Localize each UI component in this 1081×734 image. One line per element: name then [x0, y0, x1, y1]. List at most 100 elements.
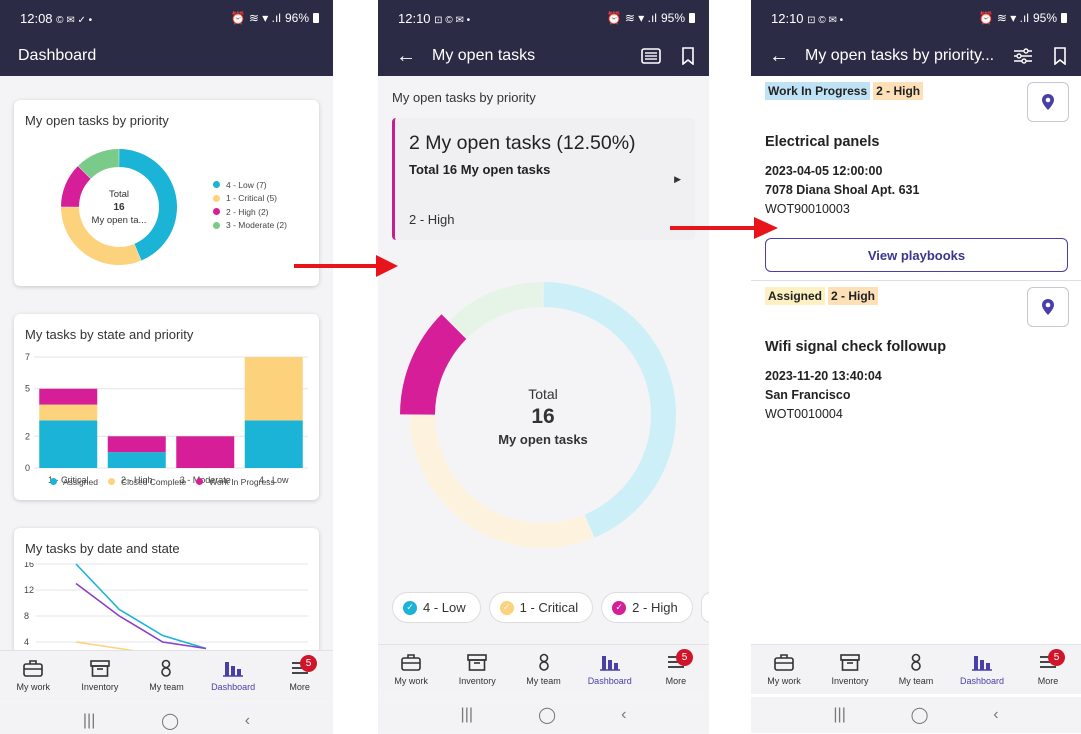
line-series-1[interactable] [75, 582, 207, 650]
pie-slice-3-moderate[interactable] [78, 149, 119, 179]
location-pin-button[interactable] [1027, 287, 1069, 327]
legend-item[interactable]: 4 - Low (7) [213, 178, 287, 192]
page-title: My open tasks [432, 47, 536, 64]
chip-high[interactable]: ✓ 2 - High [601, 592, 693, 623]
nav-my-team[interactable]: My team [883, 645, 949, 694]
pie-slice-2-high[interactable] [400, 314, 467, 415]
battery-icon [1061, 13, 1067, 23]
bar-segment-work-in-progress[interactable] [39, 388, 98, 405]
bookmark-icon[interactable] [681, 47, 695, 65]
y-tick-label: 16 [24, 562, 34, 569]
bar-segment-assigned[interactable] [39, 420, 98, 468]
nav-my-work[interactable]: My work [751, 645, 817, 694]
recent-apps-icon[interactable]: ||| [82, 712, 96, 729]
back-icon[interactable]: ‹ [621, 706, 627, 723]
nav-label: My team [898, 676, 934, 686]
battery-icon [689, 13, 695, 23]
nav-dashboard[interactable]: Dashboard [949, 645, 1015, 694]
back-arrow-icon[interactable]: ← [769, 44, 789, 67]
nav-label: My team [149, 682, 184, 692]
bar-segment-assigned[interactable] [107, 452, 166, 468]
back-icon[interactable]: ‹ [993, 706, 999, 723]
legend-item[interactable]: Closed Complete [107, 475, 186, 489]
nav-dashboard[interactable]: Dashboard [577, 645, 643, 694]
screen-task-list: 12:10 ⊡ © ✉ • ⏰ ≋ ▾ .ıl 95% ← My open tas… [751, 0, 1081, 734]
nav-more[interactable]: More 5 [643, 645, 709, 694]
donut-total-value: 16 [113, 202, 125, 213]
nav-more[interactable]: More 5 [1015, 645, 1081, 694]
app-bar: Dashboard [0, 36, 333, 76]
legend-item[interactable]: 1 - Critical (5) [213, 192, 287, 206]
chip-critical[interactable]: ✓ 1 - Critical [488, 592, 594, 623]
nav-my-work[interactable]: My work [378, 645, 444, 694]
battery-icon [313, 13, 319, 23]
bar-segment-work-in-progress[interactable] [107, 436, 166, 453]
pie-slice-4-low[interactable] [119, 149, 177, 261]
priority-card[interactable]: My open tasks by priority Total 16 My op… [14, 100, 319, 286]
recent-apps-icon[interactable]: ||| [833, 706, 846, 723]
chip-low[interactable]: ✓ 4 - Low [392, 592, 481, 623]
filter-icon[interactable] [1013, 48, 1033, 64]
date-state-card[interactable]: My tasks by date and state 4 8 12 16 [14, 528, 319, 668]
legend-item[interactable]: Work In Progress [196, 475, 275, 489]
legend-item[interactable]: Assigned [50, 475, 98, 489]
list-view-icon[interactable] [641, 48, 661, 64]
bottom-nav: My work Inventory My team Dashboard More 5 [378, 644, 709, 694]
nav-label: More [665, 676, 687, 686]
system-nav: ||| ◯ ‹ [751, 697, 1081, 733]
status-time: 12:10 [771, 10, 804, 26]
divider [751, 280, 1081, 281]
back-arrow-icon[interactable]: ← [396, 44, 416, 67]
nav-my-team[interactable]: My team [133, 651, 200, 700]
location-pin-button[interactable] [1027, 82, 1069, 122]
card-title: My tasks by date and state [25, 541, 180, 556]
selected-segment-card[interactable]: 2 My open tasks (12.50%) Total 16 My ope… [392, 118, 695, 240]
home-icon[interactable]: ◯ [910, 707, 929, 724]
pie-slice-4-low[interactable] [543, 282, 676, 538]
nav-inventory[interactable]: Inventory [817, 645, 883, 694]
bookmark-icon[interactable] [1053, 47, 1067, 65]
date-line-chart[interactable]: 4 8 12 16 [14, 562, 314, 672]
segment-priority: 2 - High [409, 212, 455, 227]
recent-apps-icon[interactable]: ||| [460, 706, 474, 723]
nav-inventory[interactable]: Inventory [67, 651, 134, 700]
screen-open-tasks: 12:10 ⊡ © ✉ • ⏰ ≋ ▾ .ıl 95% ← My open tas… [378, 0, 709, 734]
bar-segment-work-in-progress[interactable] [176, 436, 235, 468]
pie-slice-3-moderate[interactable] [449, 282, 543, 339]
bar-segment-closed-complete[interactable] [39, 404, 98, 421]
view-playbooks-button[interactable]: View playbooks [765, 238, 1068, 272]
task-card[interactable]: Assigned 2 - High Wifi signal check follo… [765, 287, 1069, 424]
legend-item[interactable]: 3 - Moderate (2) [213, 219, 287, 233]
system-nav: ||| ◯ ‹ [0, 703, 333, 734]
nav-inventory[interactable]: Inventory [444, 645, 510, 694]
priority-donut[interactable] [54, 142, 184, 272]
nav-my-work[interactable]: My work [0, 651, 67, 700]
task-card[interactable]: Work In Progress 2 - High Electrical pane… [765, 82, 1069, 219]
chart-icon [223, 662, 244, 677]
nav-dashboard[interactable]: Dashboard [200, 651, 267, 700]
nav-my-team[interactable]: My team [510, 645, 576, 694]
donut-total-label: Total [108, 189, 130, 200]
legend-dot [213, 181, 220, 189]
chip-more[interactable] [700, 592, 709, 623]
priority-donut-large[interactable] [398, 280, 688, 570]
status-bar: 12:10 ⊡ © ✉ • ⏰ ≋ ▾ .ıl 95% [378, 0, 709, 36]
pie-slice-1-critical[interactable] [410, 415, 594, 548]
back-icon[interactable]: ‹ [244, 712, 251, 729]
pie-slice-1-critical[interactable] [61, 207, 141, 265]
task-date: 2023-11-20 13:40:04 [765, 369, 882, 383]
bar-segment-closed-complete[interactable] [244, 357, 303, 421]
nav-more[interactable]: More 5 [266, 651, 333, 700]
chevron-right-icon[interactable]: ▶ [674, 174, 681, 184]
location-pin-icon [1042, 299, 1054, 315]
bar-segment-assigned[interactable] [244, 420, 303, 468]
home-icon[interactable]: ◯ [161, 713, 180, 730]
home-icon[interactable]: ◯ [538, 707, 557, 724]
pie-slice-2-high[interactable] [61, 166, 91, 207]
legend-item[interactable]: 2 - High (2) [213, 205, 287, 219]
state-bar-chart[interactable]: 0 2 5 7 1 - Critical 2 - High 3 - Moderate 4 - … [14, 348, 314, 483]
state-priority-card[interactable]: My tasks by state and priority 0 2 5 7 1 - C… [14, 314, 319, 500]
y-tick-label: 12 [24, 585, 34, 595]
line-series-0[interactable] [75, 563, 207, 650]
segment-headline: 2 My open tasks (12.50%) [409, 132, 636, 154]
